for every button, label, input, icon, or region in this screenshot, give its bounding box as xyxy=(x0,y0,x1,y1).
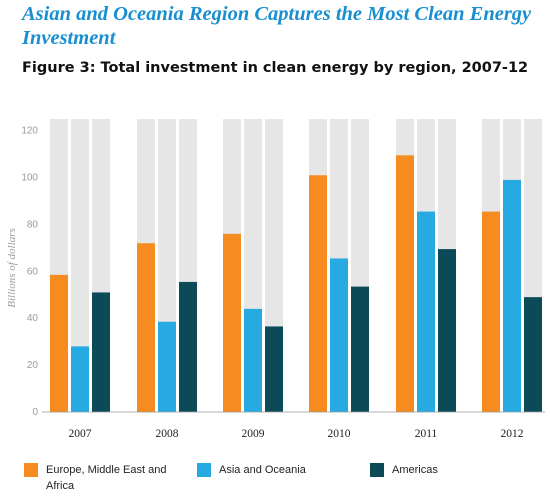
y-axis-label: Billions of dollars xyxy=(6,228,18,307)
x-tick-label: 2008 xyxy=(156,428,179,440)
bar-2008-americas xyxy=(179,281,197,412)
bar-2012-asia xyxy=(503,179,521,412)
x-tick-label: 2010 xyxy=(328,428,351,440)
legend-swatch-europe xyxy=(24,463,38,477)
y-tick-label: 20 xyxy=(27,360,39,371)
y-tick-label: 80 xyxy=(27,219,39,230)
legend-label-europe: Europe, Middle East and Africa xyxy=(46,464,167,492)
bar-2007-asia xyxy=(71,346,89,412)
bar-2010-europe xyxy=(309,175,327,412)
bar-2012-americas xyxy=(524,297,542,412)
x-tick-label: 2011 xyxy=(415,428,438,440)
background-bars xyxy=(50,119,542,412)
bar-2011-asia xyxy=(417,211,435,412)
x-tick-label: 2009 xyxy=(242,428,265,440)
y-tick-label: 40 xyxy=(27,313,39,324)
bar-2009-asia xyxy=(244,308,262,412)
data-bars xyxy=(50,155,542,412)
legend-label-asia: Asia and Oceania xyxy=(219,464,306,476)
bar-2007-europe xyxy=(50,274,68,412)
bar-2011-americas xyxy=(438,249,456,412)
legend-swatch-asia xyxy=(197,463,211,477)
y-tick-label: 0 xyxy=(32,407,38,418)
bar-2012-europe xyxy=(482,211,500,412)
bar-2008-asia xyxy=(158,321,176,412)
x-tick-label: 2012 xyxy=(501,428,524,440)
bar-2007-americas xyxy=(92,292,110,412)
headline: Asian and Oceania Region Captures the Mo… xyxy=(22,3,532,49)
x-axis-ticks: 2007 2008 2009 2010 2011 2012 xyxy=(69,428,524,440)
figure-title: Figure 3: Total investment in clean ener… xyxy=(22,60,529,76)
y-tick-label: 60 xyxy=(27,266,39,277)
legend-swatch-americas xyxy=(370,463,384,477)
background-bar xyxy=(71,119,89,412)
bar-2009-americas xyxy=(265,326,283,412)
bar-2010-asia xyxy=(330,258,348,412)
y-axis-ticks: 0 20 40 60 80 100 120 xyxy=(21,126,38,418)
x-tick-label: 2007 xyxy=(69,428,92,440)
bar-2008-europe xyxy=(137,243,155,412)
legend-label-americas: Americas xyxy=(392,464,438,476)
y-tick-label: 100 xyxy=(21,173,38,184)
bar-2010-americas xyxy=(351,286,369,412)
y-tick-label: 120 xyxy=(21,126,38,137)
bar-2011-europe xyxy=(396,155,414,412)
bar-2009-europe xyxy=(223,233,241,412)
